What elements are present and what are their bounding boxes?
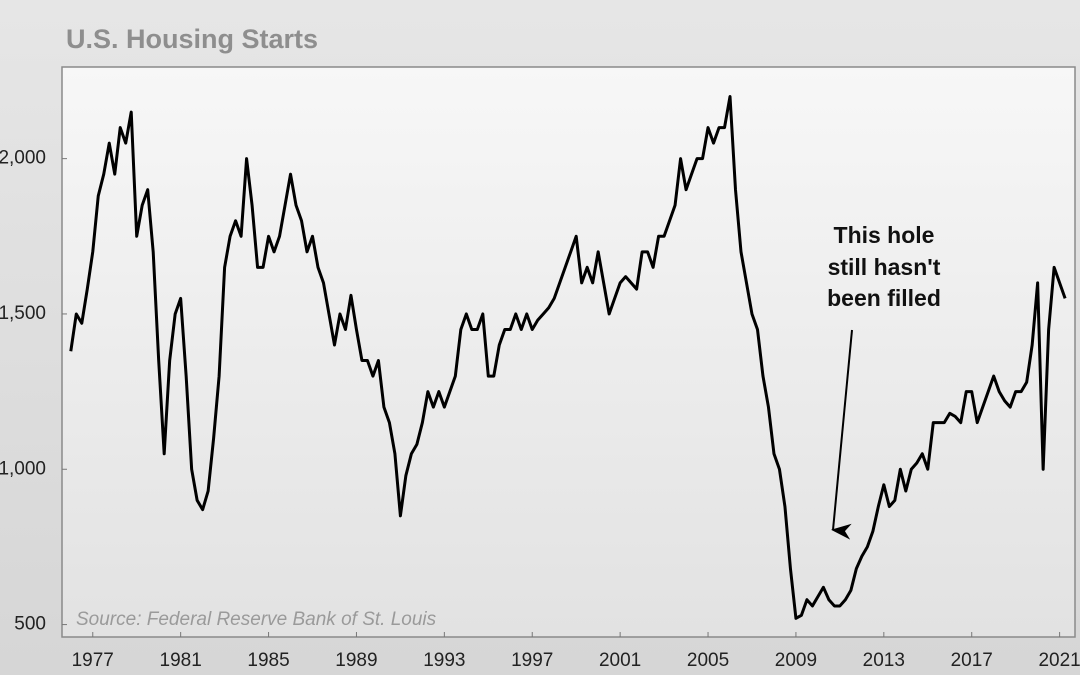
annotation-arrow xyxy=(831,329,853,540)
y-tick-label: 500 xyxy=(14,614,46,635)
x-tick-label: 2005 xyxy=(687,650,729,671)
x-tick-label: 1981 xyxy=(160,650,202,671)
x-tick-label: 2001 xyxy=(599,650,641,671)
y-tick-label: 1,500 xyxy=(0,303,46,324)
x-tick-label: 2017 xyxy=(951,650,993,671)
y-tick-label: 2,000 xyxy=(0,148,46,169)
annotation: been filled xyxy=(827,285,941,311)
x-tick-label: 1997 xyxy=(511,650,553,671)
x-tick-label: 1989 xyxy=(335,650,377,671)
annotation: This hole xyxy=(834,222,935,248)
x-tick-label: 2013 xyxy=(863,650,905,671)
x-tick-label: 2009 xyxy=(775,650,817,671)
x-tick-label: 1993 xyxy=(423,650,465,671)
plot-area xyxy=(61,66,1076,638)
source-note: Source: Federal Reserve Bank of St. Loui… xyxy=(76,609,437,630)
x-tick-label: 2021 xyxy=(1038,650,1080,671)
x-tick-label: 1977 xyxy=(72,650,114,671)
y-tick-label: 1,000 xyxy=(0,458,46,479)
annotation: still hasn't xyxy=(828,254,941,280)
chart-title: U.S. Housing Starts xyxy=(66,24,318,54)
data-line xyxy=(69,95,1067,620)
x-tick-label: 1985 xyxy=(247,650,289,671)
